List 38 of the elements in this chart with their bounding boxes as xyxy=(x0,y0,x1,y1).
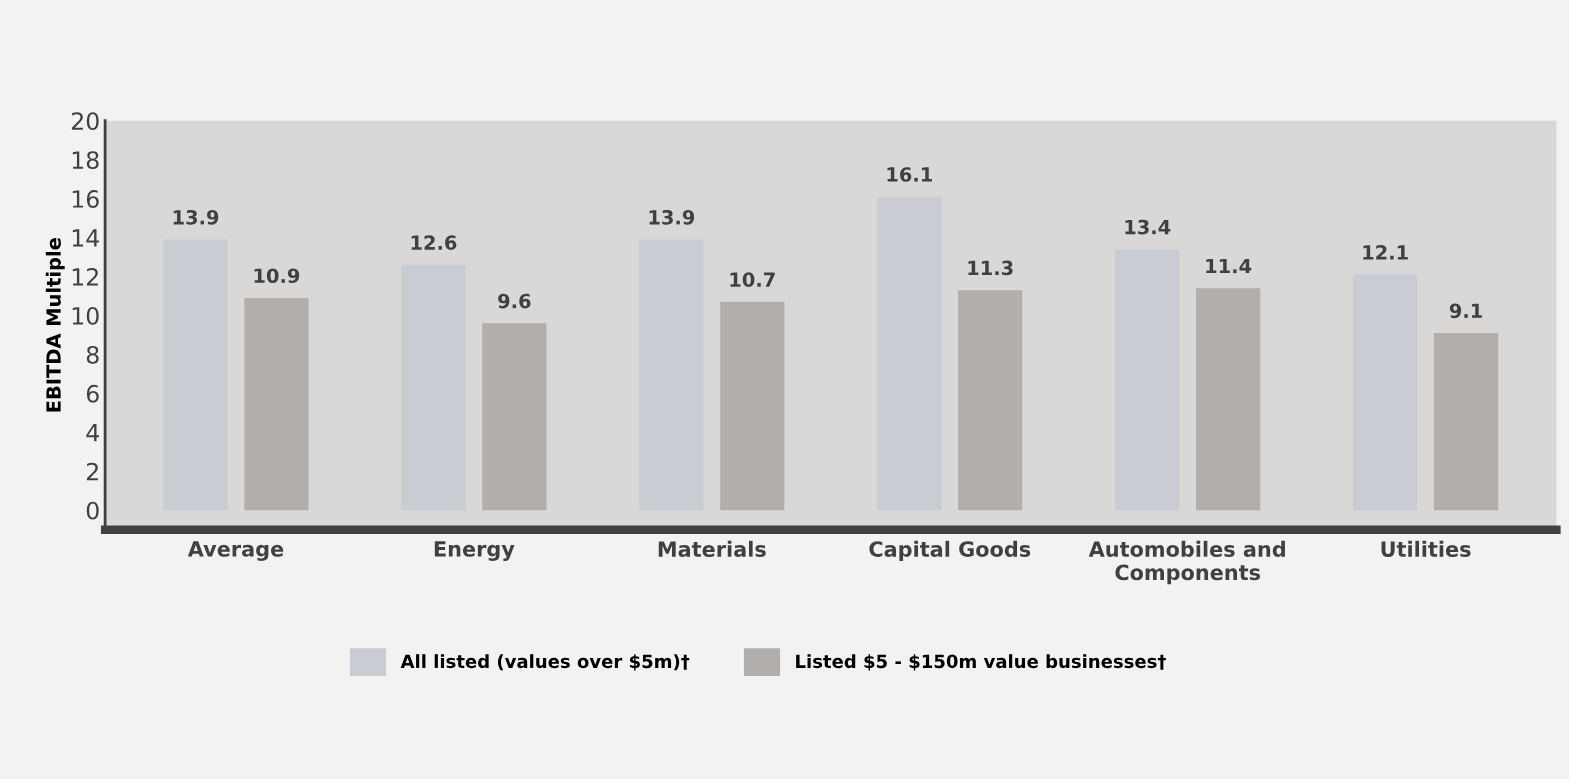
data-label: 9.1 xyxy=(1449,303,1482,319)
legend-label: All listed (values over $5m)† xyxy=(400,654,690,671)
y-tick-label: 4 xyxy=(86,424,99,442)
data-label: 16.1 xyxy=(887,167,932,182)
y-axis-title: EBITDA Multiple xyxy=(45,238,65,412)
data-label: 10.9 xyxy=(254,268,300,284)
x-tick-label: Average xyxy=(187,541,284,561)
y-tick-label: 6 xyxy=(86,384,99,403)
y-tick-label: 8 xyxy=(86,345,99,364)
y-tick-label: 0 xyxy=(86,501,99,520)
x-tick-label: Energy xyxy=(434,541,515,561)
bar xyxy=(244,297,309,511)
data-label: 9.6 xyxy=(498,293,531,309)
y-tick-label: 2 xyxy=(86,462,98,481)
bar xyxy=(482,323,547,511)
x-tick-label: Utilities xyxy=(1381,540,1471,557)
bar xyxy=(720,301,785,511)
y-tick-label: 10 xyxy=(72,306,99,325)
data-label: 13.9 xyxy=(173,209,219,225)
x-tick-label: Capital Goods xyxy=(869,540,1031,561)
y-tick-label: 16 xyxy=(72,190,99,208)
x-tick-label: Automobiles and Components xyxy=(1088,540,1285,585)
data-label: 13.9 xyxy=(649,209,695,225)
data-label: 12.1 xyxy=(1363,245,1408,260)
y-tick-label: 20 xyxy=(71,112,99,131)
data-label: 11.3 xyxy=(968,260,1013,276)
y-tick-label: 12 xyxy=(72,267,98,286)
data-label: 13.4 xyxy=(1125,219,1171,235)
data-label: 10.7 xyxy=(730,272,775,287)
data-label: 12.6 xyxy=(411,235,457,250)
bar xyxy=(1196,288,1261,511)
bar xyxy=(958,290,1023,511)
legend-label: Listed $5 - $150m value businesses† xyxy=(796,654,1166,671)
data-label: 11.4 xyxy=(1206,258,1252,274)
bar xyxy=(1433,333,1499,511)
y-tick-label: 14 xyxy=(72,229,99,247)
x-tick-label: Materials xyxy=(658,540,766,557)
y-tick-label: 18 xyxy=(72,151,99,169)
